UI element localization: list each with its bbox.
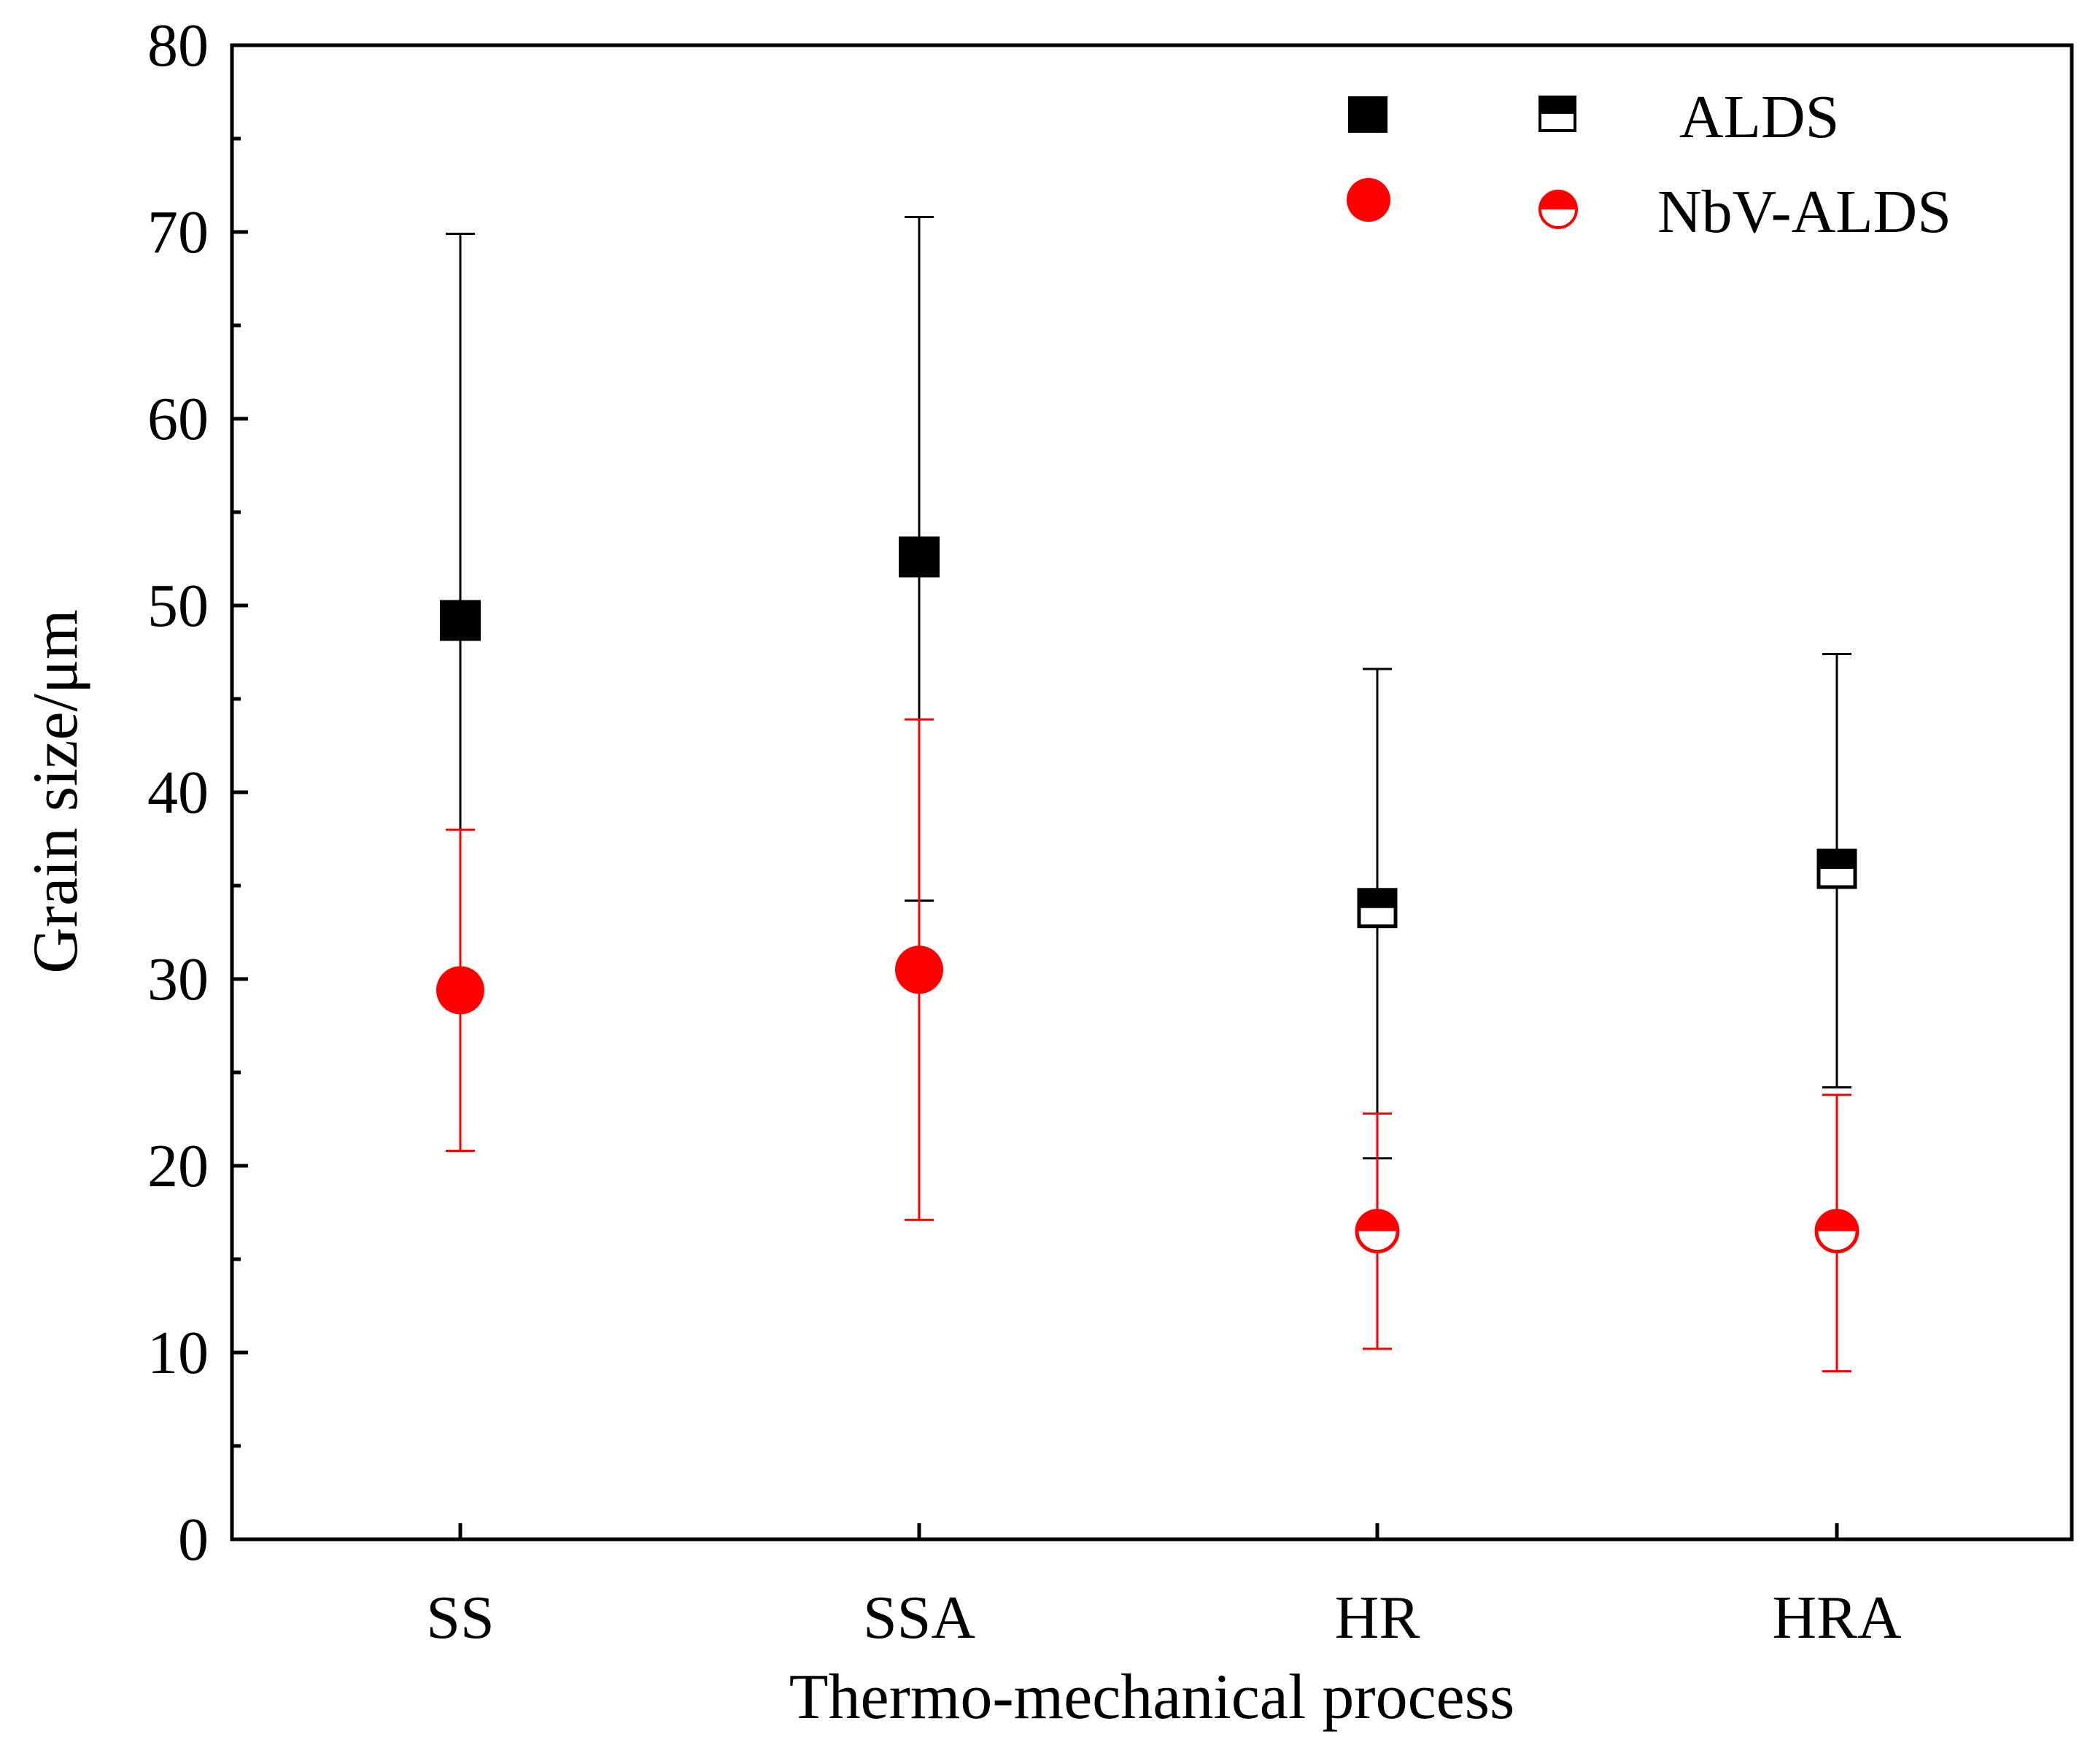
y-tick-label: 0 — [178, 1506, 209, 1574]
markers-alds — [440, 536, 1857, 929]
x-axis-title: Thermo-mechanical process — [789, 1662, 1514, 1733]
markers-nbv-alds — [436, 945, 1859, 1254]
y-tick-label: 30 — [147, 945, 209, 1013]
series-alds — [446, 216, 1851, 1160]
legend-nbv-half-circle-icon — [1539, 190, 1578, 229]
legend-label-nbv-alds: NbV-ALDS — [1657, 178, 1951, 246]
y-tick-label: 10 — [147, 1319, 209, 1387]
data-point-circle — [895, 945, 943, 994]
legend-entry-nbv-alds: NbV-ALDS — [1347, 178, 1951, 246]
x-tick-label: SSA — [863, 1584, 975, 1652]
x-tick-label: SS — [426, 1584, 494, 1652]
series-nbv-alds — [446, 718, 1851, 1373]
data-point-circle-half-fill — [1357, 1210, 1398, 1231]
data-point-circle-half-fill — [1816, 1210, 1857, 1231]
x-axis-ticks: SS SSA HR HRA — [426, 1523, 1902, 1652]
legend-alds-half-fill — [1540, 97, 1575, 114]
data-point-square-half-fill — [1359, 889, 1396, 908]
y-tick-label: 60 — [147, 385, 209, 453]
data-point-square — [899, 536, 940, 578]
legend-label-alds: ALDS — [1679, 83, 1839, 151]
legend-entry-alds: ALDS — [1348, 83, 1839, 151]
data-point-square-half-fill — [1819, 850, 1855, 869]
y-tick-label: 70 — [147, 198, 209, 266]
y-tick-label: 50 — [147, 572, 209, 640]
x-tick-label: HRA — [1772, 1584, 1902, 1652]
y-tick-label: 80 — [147, 12, 209, 80]
legend-nbv-filled-circle-icon — [1347, 178, 1390, 222]
data-point-circle — [436, 966, 484, 1015]
x-tick-label: HR — [1335, 1584, 1420, 1652]
y-axis-title: Grain size/μm — [20, 609, 91, 973]
series-layer — [436, 216, 1859, 1373]
plot-area-frame — [230, 43, 2074, 1541]
legend-alds-filled-square-icon — [1348, 96, 1387, 133]
y-tick-label: 20 — [147, 1132, 209, 1200]
data-point-square — [440, 600, 481, 641]
y-axis-ticks: 0 10 20 30 40 50 60 70 80 — [147, 12, 248, 1574]
y-tick-label: 40 — [147, 759, 209, 827]
legend: ALDS NbV-ALDS — [1347, 83, 1951, 246]
